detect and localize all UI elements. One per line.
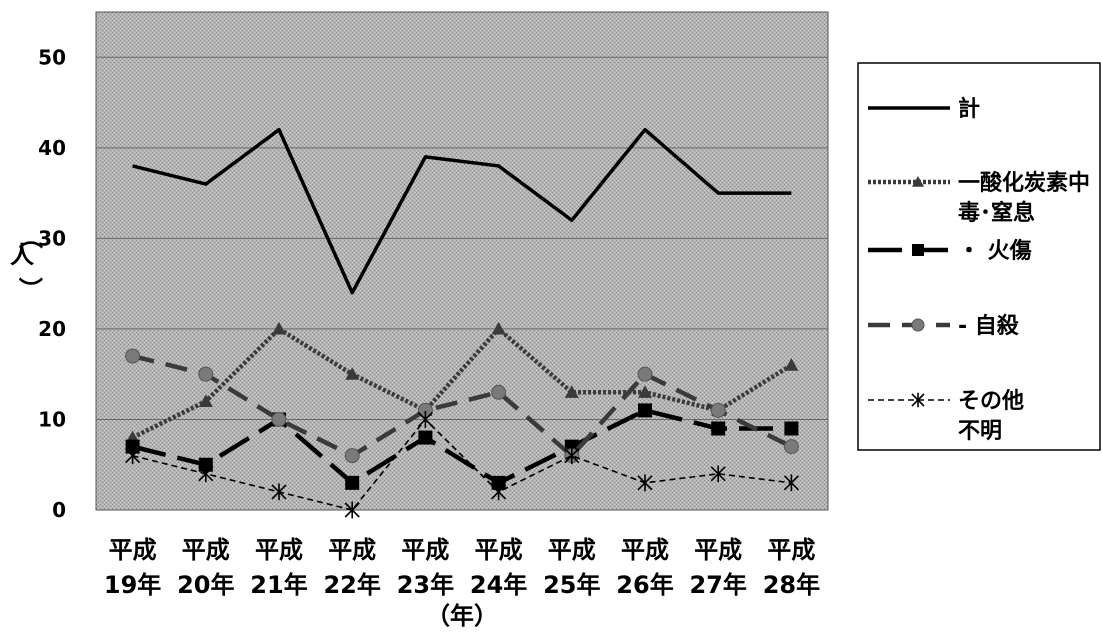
legend-marker — [912, 176, 924, 187]
data-point — [344, 448, 360, 464]
legend-label: 不明 — [958, 419, 1002, 444]
data-point — [710, 465, 726, 483]
legend-marker — [911, 318, 925, 332]
data-point — [198, 465, 214, 483]
y-tick-label: 50 — [38, 45, 66, 69]
y-tick-label: 20 — [38, 317, 66, 341]
data-point — [783, 474, 799, 492]
x-tick-label: 21年 — [250, 571, 307, 599]
x-tick-label: 23年 — [397, 571, 454, 599]
series-line — [132, 408, 792, 486]
data-point — [491, 321, 506, 335]
data-point — [271, 483, 287, 501]
x-tick-label: 平成 — [401, 536, 449, 564]
series-line — [131, 326, 793, 440]
x-tick-label: 24年 — [470, 571, 527, 599]
legend-label: - 自殺 — [958, 313, 1020, 339]
data-point — [417, 411, 433, 428]
x-tick-label: 27年 — [689, 571, 746, 599]
data-point — [345, 367, 360, 380]
x-tick-label: 28年 — [763, 571, 820, 599]
x-tick-label: 平成 — [548, 536, 596, 564]
data-point — [491, 384, 507, 400]
legend-label: 毒･窒息 — [958, 200, 1035, 226]
data-point — [418, 430, 433, 445]
data-point — [783, 439, 799, 455]
y-axis-title: ） — [16, 277, 44, 301]
x-tick-label: 平成 — [621, 536, 669, 564]
legend-item: 計 — [868, 96, 980, 122]
data-point — [491, 483, 507, 501]
data-point — [711, 421, 726, 436]
data-point — [344, 501, 360, 519]
legend-label: 一酸化炭素中 — [958, 170, 1090, 196]
data-point — [198, 457, 213, 472]
data-point — [564, 385, 579, 398]
series-line — [132, 418, 792, 511]
x-tick-label: 平成 — [109, 536, 157, 564]
x-tick-label: 26年 — [616, 571, 673, 599]
x-tick-label: 平成 — [255, 536, 303, 564]
x-axis-title: （年） — [426, 602, 498, 630]
data-point — [784, 421, 799, 436]
x-tick-label: 22年 — [323, 571, 380, 599]
x-tick-label: 平成 — [475, 536, 523, 564]
legend-marker — [911, 392, 925, 408]
legend-item: ・ 火傷 — [868, 238, 1032, 264]
y-tick-label: 30 — [38, 226, 66, 250]
x-tick-label: 平成 — [182, 536, 230, 564]
data-point — [784, 358, 799, 371]
x-tick-label: 平成 — [767, 536, 815, 564]
legend-box — [857, 62, 1101, 451]
data-point — [637, 366, 653, 382]
data-point — [198, 394, 213, 407]
y-axis-title: （ — [16, 225, 44, 249]
data-point — [345, 475, 360, 490]
data-point — [271, 411, 287, 427]
data-point — [638, 385, 652, 398]
series-line — [132, 127, 792, 295]
data-point — [637, 474, 653, 492]
legend-label: 計 — [958, 96, 980, 122]
y-tick-label: 0 — [52, 498, 66, 522]
y-axis-title: 人 — [10, 241, 34, 269]
data-point — [125, 447, 141, 465]
series-0 — [132, 127, 792, 295]
x-tick-label: 20年 — [177, 571, 234, 599]
legend-item: - 自殺 — [868, 313, 1020, 339]
x-tick-label: 19年 — [104, 571, 161, 599]
legend-label: ・ 火傷 — [958, 238, 1032, 264]
x-tick-label: 平成 — [328, 536, 376, 564]
data-point — [564, 447, 580, 465]
legend-label: その他 — [958, 389, 1024, 414]
legend-marker — [912, 244, 924, 256]
data-point — [125, 348, 141, 364]
data-point — [638, 403, 652, 418]
series-4 — [125, 411, 799, 519]
y-tick-label: 10 — [38, 407, 66, 431]
y-tick-label: 40 — [38, 136, 66, 160]
data-point — [198, 366, 214, 382]
data-point — [125, 439, 140, 454]
x-tick-label: 25年 — [543, 571, 600, 599]
series-line — [132, 353, 793, 458]
x-tick-label: 平成 — [694, 536, 742, 564]
data-point — [491, 475, 506, 490]
data-point — [710, 402, 726, 418]
data-point — [272, 321, 286, 335]
